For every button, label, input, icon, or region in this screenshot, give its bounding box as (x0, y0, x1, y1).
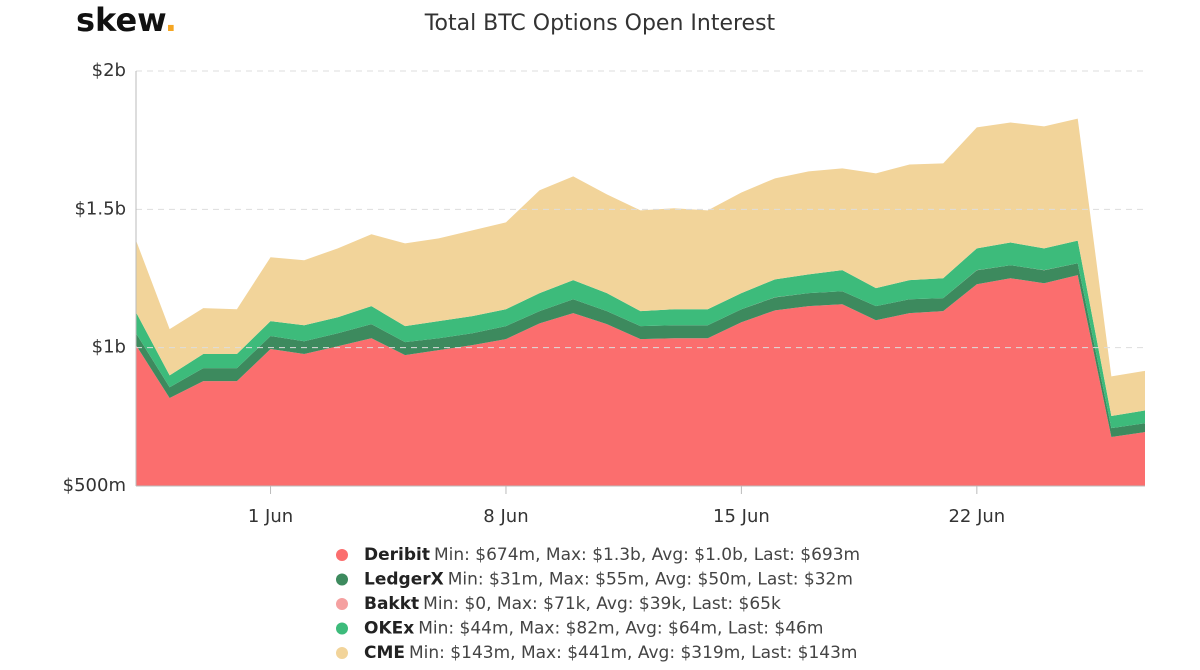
legend-entry: Deribit Min: $674m, Max: $1.3b, Avg: $1.0… (364, 545, 860, 565)
y-tick-label: $2b (92, 60, 126, 81)
area (136, 240, 1145, 429)
logo-dot: . (165, 1, 177, 39)
legend-entry: OKEx Min: $44m, Max: $82m, Avg: $64m, Las… (364, 619, 823, 639)
legend-summary: Min: $674m, Max: $1.3b, Avg: $1.0b, Last… (434, 545, 860, 565)
y-tick-label: $500m (63, 475, 126, 496)
legend-summary: Min: $0, Max: $71k, Avg: $39k, Last: $65… (423, 594, 781, 614)
legend-entry: LedgerX Min: $31m, Max: $55m, Avg: $50m, … (364, 570, 853, 590)
legend-dot (336, 573, 348, 586)
legend-summary: Min: $31m, Max: $55m, Avg: $50m, Last: $… (448, 570, 853, 590)
areas (136, 118, 1145, 486)
x-tick-label: 22 Jun (948, 506, 1005, 527)
legend-summary: Min: $44m, Max: $82m, Avg: $64m, Last: $… (418, 619, 823, 639)
logo-text: skew (76, 1, 166, 39)
chart-title: Total BTC Options Open Interest (424, 11, 776, 36)
legend-name: CME (364, 643, 405, 663)
legend-summary: Min: $143m, Max: $441m, Avg: $319m, Last… (409, 643, 857, 663)
legend-dot (336, 647, 348, 659)
legend-name: OKEx (364, 619, 414, 639)
y-tick-label: $1b (92, 337, 126, 358)
legend-name: Bakkt (364, 594, 419, 614)
legend-dot (336, 549, 348, 561)
legend-dot (336, 598, 348, 610)
x-tick-label: 8 Jun (483, 506, 528, 527)
area (136, 263, 1145, 438)
area (136, 275, 1145, 486)
area (136, 118, 1145, 416)
logo: skew. (76, 1, 177, 39)
legend-entry: CME Min: $143m, Max: $441m, Avg: $319m, L… (364, 643, 857, 663)
legend-name: LedgerX (364, 570, 444, 590)
x-tick-label: 1 Jun (248, 506, 293, 527)
legend-dot (336, 622, 348, 635)
legend-entry: Bakkt Min: $0, Max: $71k, Avg: $39k, Last… (364, 594, 781, 614)
y-tick-label: $1.5b (74, 198, 126, 219)
x-tick-label: 15 Jun (713, 506, 770, 527)
legend-name: Deribit (364, 545, 430, 565)
